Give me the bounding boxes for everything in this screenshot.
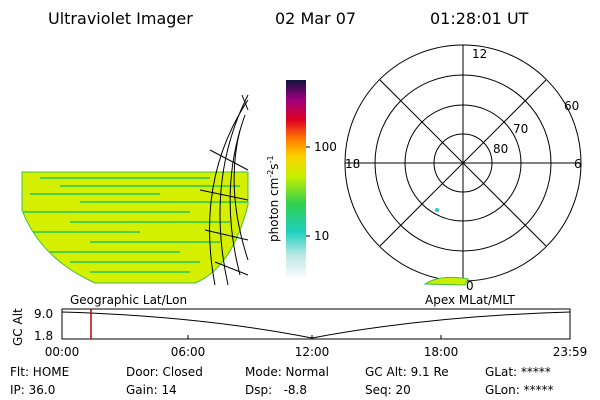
- mlt-label: 6: [574, 157, 582, 171]
- x-label: 00:00: [45, 345, 80, 359]
- status-field: Gain: 14: [126, 383, 177, 397]
- status-field: Flt: HOME: [10, 365, 69, 379]
- polar-grid: [344, 44, 582, 282]
- title: Ultraviolet Imager: [48, 9, 193, 28]
- time-ticks: [187, 335, 442, 339]
- colorbar: [286, 80, 306, 280]
- auroral-spot: [435, 208, 439, 212]
- auroral-patch: [423, 276, 469, 286]
- colorbar-label: photon cm-2s-1: [266, 155, 281, 242]
- timeline-title: Apex MLat/MLT: [425, 293, 515, 307]
- mlt-label: 12: [472, 47, 487, 61]
- status: Flt: HOME Door: Closed Mode: Normal GC Alt:…: [10, 365, 554, 397]
- mlt-label: 0: [466, 279, 474, 293]
- status-field: GLon: *****: [485, 383, 554, 397]
- auroral-image: [21, 94, 249, 286]
- status-field: GC Alt: 9.1 Re: [365, 365, 449, 379]
- colorbar-tick-label: 100: [314, 140, 337, 154]
- status-field: Mode: Normal: [245, 365, 329, 379]
- y-label: 9.0: [34, 307, 53, 321]
- mlt-label: 18: [345, 157, 360, 171]
- mlat-label: 80: [493, 142, 508, 156]
- status-field: IP: 36.0: [10, 383, 55, 397]
- timeline-title: Geographic Lat/Lon: [70, 293, 187, 307]
- mlat-label: 70: [513, 122, 528, 136]
- timeline-axis-label: GC Alt: [11, 308, 25, 346]
- x-label: 12:00: [295, 345, 330, 359]
- x-label: 06:00: [171, 345, 206, 359]
- altitude-curve: [61, 311, 571, 339]
- colorbar-tick-label: 10: [314, 229, 329, 243]
- x-label: 23:59: [553, 345, 588, 359]
- x-label: 18:00: [424, 345, 459, 359]
- y-label: 1.8: [34, 329, 53, 343]
- time: 01:28:01 UT: [430, 9, 529, 28]
- date: 02 Mar 07: [275, 9, 356, 28]
- status-field: Dsp: -8.8: [245, 383, 307, 397]
- status-field: Seq: 20: [365, 383, 411, 397]
- status-field: Door: Closed: [126, 365, 203, 379]
- status-field: GLat: *****: [485, 365, 551, 379]
- timeline-box: [61, 308, 571, 340]
- mlat-label: 60: [564, 99, 579, 113]
